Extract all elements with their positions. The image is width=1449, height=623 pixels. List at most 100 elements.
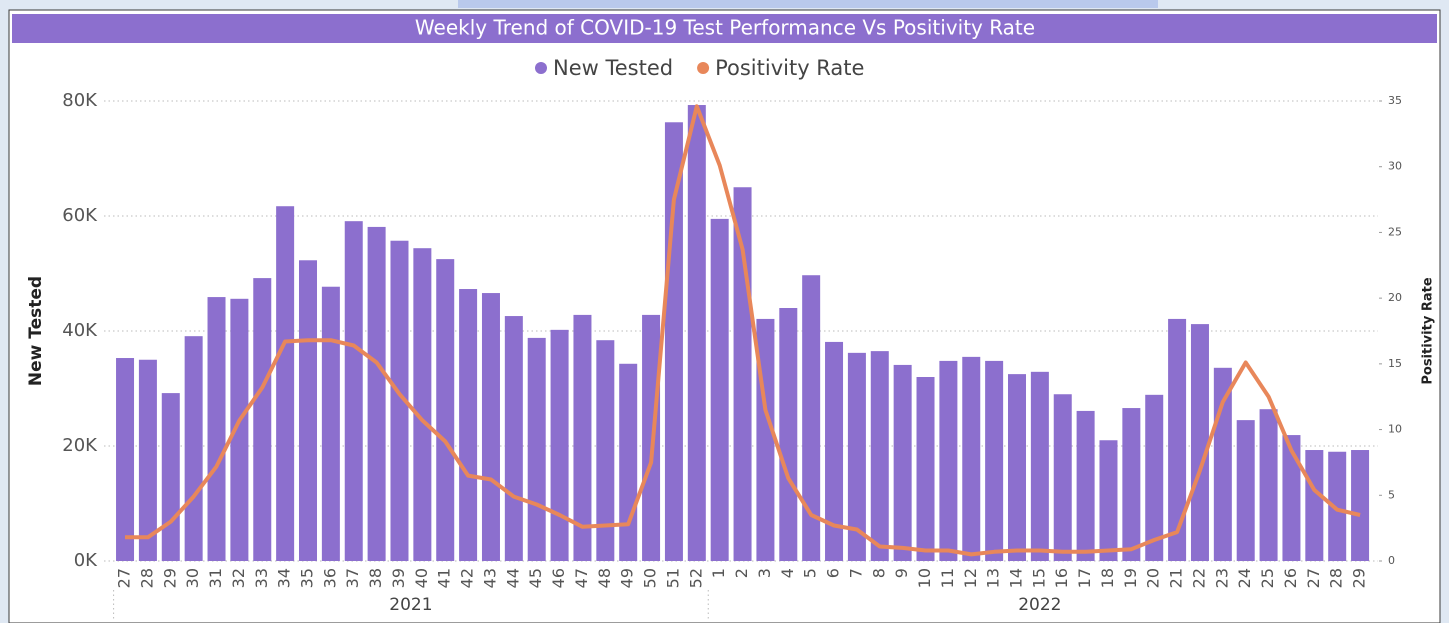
x-tick-label: 9 <box>892 568 911 578</box>
bar <box>116 358 135 561</box>
x-tick-label: 14 <box>1007 568 1026 588</box>
bar <box>1236 420 1255 561</box>
x-tick-label: 39 <box>389 568 408 588</box>
x-tick-label: 25 <box>1258 568 1277 588</box>
x-tick-label: 20 <box>1144 568 1163 588</box>
bar <box>825 341 844 561</box>
bar <box>299 260 318 561</box>
bar <box>664 122 683 562</box>
bar <box>1099 440 1118 561</box>
x-tick-label: 17 <box>1075 568 1094 588</box>
chart-title: Weekly Trend of COVID-19 Test Performanc… <box>415 16 1035 40</box>
bar <box>1282 435 1301 561</box>
x-tick-label: 23 <box>1212 568 1231 588</box>
x-tick-label: 33 <box>252 568 271 588</box>
x-tick-label: 38 <box>366 568 385 588</box>
legend-label: Positivity Rate <box>715 56 864 80</box>
x-tick-label: 18 <box>1098 568 1117 588</box>
x-tick-label: 26 <box>1281 568 1300 588</box>
bar <box>413 248 432 561</box>
y2-tick-label: 20 <box>1388 291 1402 304</box>
x-tick-label: 28 <box>137 568 156 588</box>
x-tick-label: 43 <box>480 568 499 588</box>
y-axis-label: New Tested <box>26 276 46 386</box>
bar <box>779 308 798 561</box>
x-tick-label: 1 <box>709 568 728 578</box>
x-tick-label: 10 <box>915 568 934 588</box>
x-tick-label: 52 <box>686 568 705 588</box>
top-strip <box>458 0 1158 8</box>
x-tick-label: 8 <box>869 568 888 578</box>
bar <box>596 340 615 561</box>
x-tick-label: 16 <box>1052 568 1071 588</box>
y2-tick-label: 0 <box>1388 554 1395 567</box>
bar <box>1076 410 1095 561</box>
title-bar <box>12 14 1437 43</box>
x-tick-label: 49 <box>618 568 637 588</box>
bar <box>642 314 661 561</box>
bar <box>1008 374 1027 561</box>
x-tick-label: 11 <box>938 568 957 588</box>
bar <box>184 336 203 561</box>
x-tick-label: 32 <box>229 568 248 588</box>
bar <box>1190 324 1209 561</box>
x-tick-label: 30 <box>183 568 202 588</box>
x-tick-label: 2 <box>732 568 751 578</box>
x-tick-label: 47 <box>572 568 591 588</box>
x-tick-label: 46 <box>549 568 568 588</box>
x-tick-label: 3 <box>755 568 774 578</box>
legend-label: New Tested <box>553 56 673 80</box>
y-tick-label: 60K <box>62 205 98 226</box>
y2-axis-label: Positivity Rate <box>1421 277 1436 384</box>
x-tick-label: 5 <box>801 568 820 578</box>
x-tick-label: 29 <box>1350 568 1369 588</box>
x-tick-label: 22 <box>1189 568 1208 588</box>
bar <box>847 352 866 561</box>
x-tick-label: 29 <box>160 568 179 588</box>
bar <box>1053 394 1072 561</box>
x-tick-label: 44 <box>503 568 522 588</box>
bar <box>253 278 272 561</box>
x-tick-label: 21 <box>1167 568 1186 588</box>
y-tick-label: 80K <box>62 90 98 111</box>
bar <box>161 393 180 561</box>
bar <box>321 286 340 561</box>
y-tick-label: 40K <box>62 320 98 341</box>
y2-tick-label: 5 <box>1388 488 1395 501</box>
bar <box>1259 409 1278 561</box>
bar <box>1145 394 1164 561</box>
bar <box>687 105 706 562</box>
bar <box>1328 451 1347 561</box>
bar <box>276 206 295 561</box>
x-tick-label: 51 <box>663 568 682 588</box>
line <box>125 104 1361 557</box>
bar <box>207 297 226 561</box>
bar <box>367 226 386 562</box>
x-tick-label: 6 <box>824 568 843 578</box>
x-tick-label: 36 <box>320 568 339 588</box>
bar <box>916 377 935 561</box>
bar <box>504 316 523 561</box>
bar <box>1351 450 1370 561</box>
y2-tick-label: 25 <box>1388 225 1402 238</box>
bar <box>1168 318 1187 561</box>
bar <box>893 364 912 561</box>
x-tick-label: 15 <box>1029 568 1048 588</box>
x-tick-label: 12 <box>961 568 980 588</box>
x-tick-label: 28 <box>1327 568 1346 588</box>
x-tick-label: 31 <box>206 568 225 588</box>
y2-tick-label: 15 <box>1388 357 1402 370</box>
x-tick-label: 42 <box>458 568 477 588</box>
x-tick-label: 7 <box>846 568 865 578</box>
x-tick-label: 27 <box>1304 568 1323 588</box>
x-tick-label: 45 <box>526 568 545 588</box>
bar <box>390 240 409 561</box>
x-tick-label: 40 <box>412 568 431 588</box>
bar <box>1122 408 1141 561</box>
bar <box>962 356 981 561</box>
x-tick-label: 24 <box>1235 568 1254 588</box>
legend-marker <box>697 62 710 74</box>
bar <box>1305 450 1324 561</box>
bar <box>1030 371 1049 561</box>
bar <box>870 351 889 561</box>
